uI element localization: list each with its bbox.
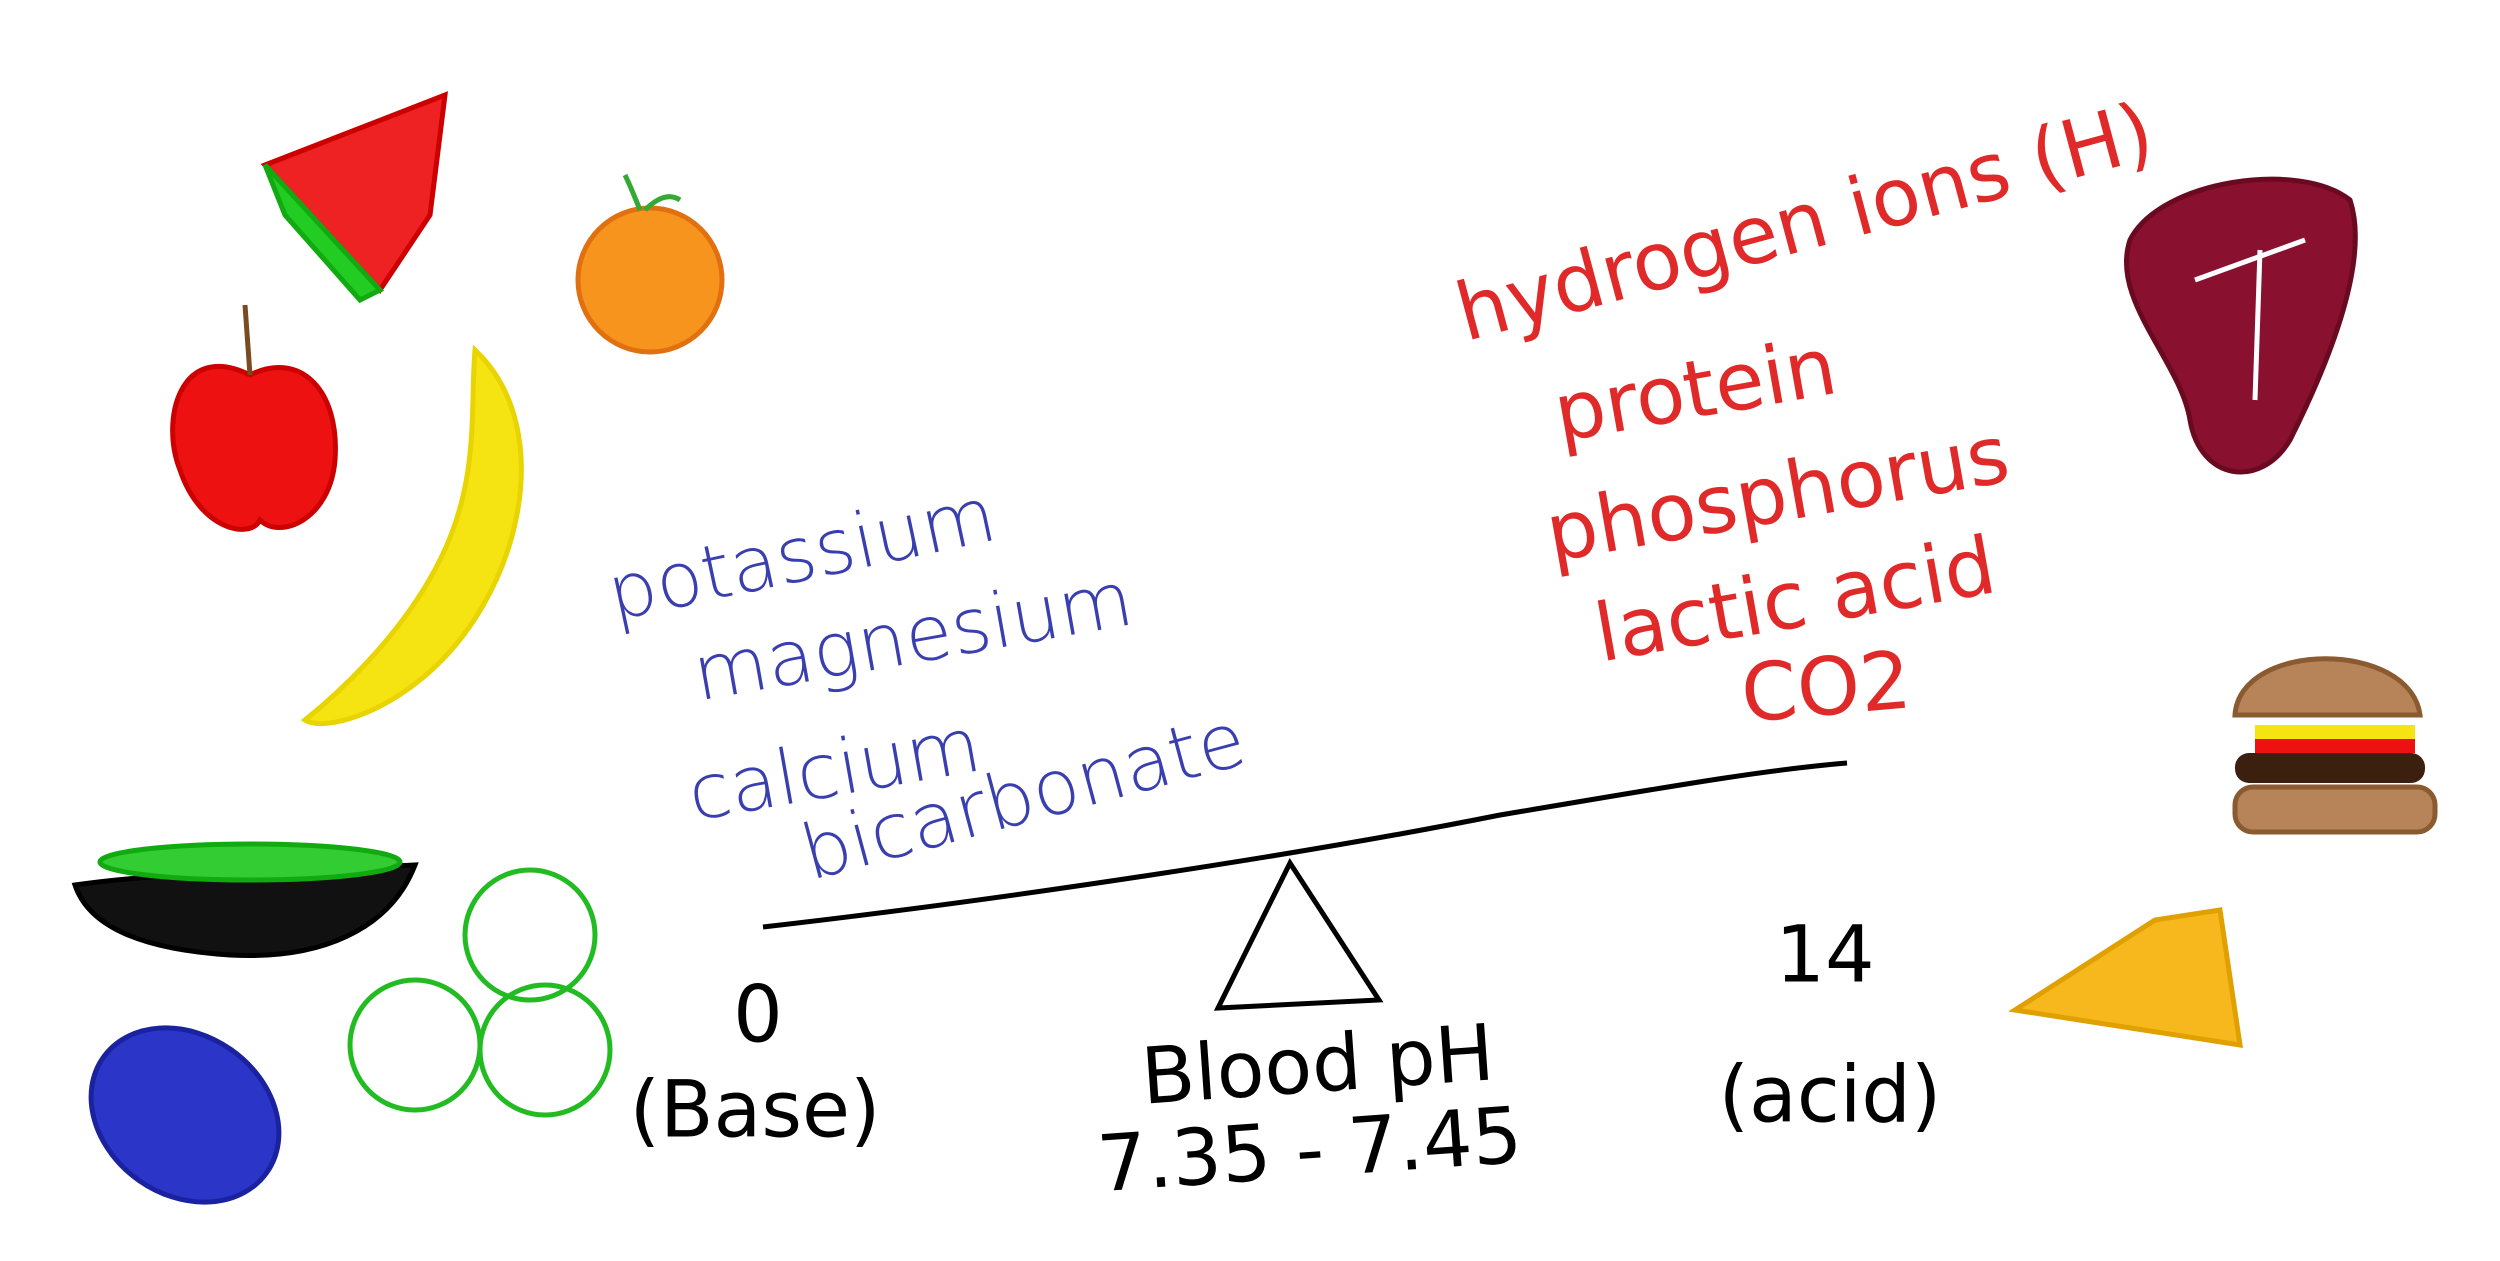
watermelon-rind [262,163,385,304]
sprout [462,867,598,1003]
apple-stem [242,304,253,376]
burger-bottom [2232,784,2438,835]
orange [575,205,725,355]
fulcrum [1213,857,1384,1011]
acid-scale-value: 14 [1775,910,1874,1000]
base-scale-value: 0 [733,970,783,1060]
sprout [347,977,483,1113]
apple [170,364,338,532]
banana [300,344,524,727]
patty [2235,753,2425,783]
eggplant [88,1025,282,1205]
acid-substance: hydrogen ions (H) [1447,84,2163,359]
salad [97,841,403,883]
acid-label: (acid) [1719,1050,1942,1140]
seesaw-beam [762,760,1848,930]
steak [2123,176,2358,475]
sprout [477,982,613,1118]
cheese [2255,725,2415,739]
food-doodles [71,91,2438,1205]
steak-bone [2194,237,2306,401]
tomato [2255,739,2415,753]
acid-substance: protein [1547,319,1843,460]
cheese-wedge [2008,907,2243,1048]
orange-stem [622,173,682,212]
burger-bun [2232,656,2423,718]
base-label: (Base) [630,1065,881,1155]
acid-substance: CO2 [1737,633,1914,740]
